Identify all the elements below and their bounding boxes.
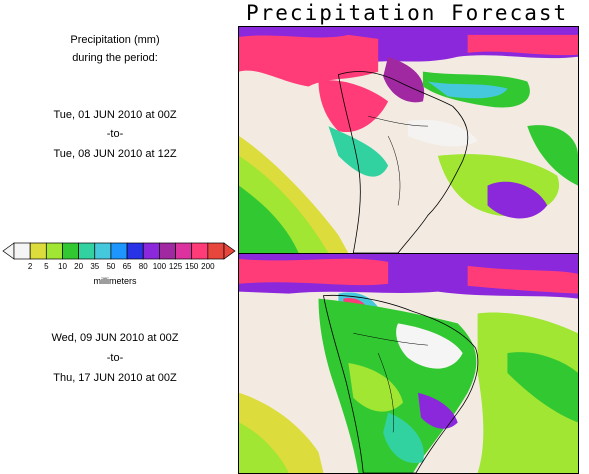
legend-swatch: [207, 242, 225, 260]
period-2-end: Thu, 17 JUN 2010 at 00Z: [53, 372, 177, 384]
period-2-separator: -to-: [106, 352, 124, 364]
legend-tick-label: 2: [27, 262, 33, 271]
legend-swatch: [94, 242, 112, 260]
map-period-1: [238, 26, 579, 254]
legend-swatch: [110, 242, 128, 260]
period-2-start: Wed, 09 JUN 2010 at 00Z: [51, 332, 179, 344]
period-1-separator: -to-: [106, 128, 124, 140]
period-1-start: Tue, 01 JUN 2010 at 00Z: [53, 109, 177, 121]
legend-swatch: [29, 242, 47, 260]
legend-swatch: [159, 242, 176, 260]
legend-swatch: [13, 242, 31, 260]
legend-swatch: [62, 242, 79, 260]
legend-tick-label: 5: [44, 262, 49, 271]
legend-tick-label: 150: [185, 262, 199, 271]
legend-swatch: [78, 242, 96, 260]
legend-arrow-high: [223, 242, 236, 260]
legend-swatch: [45, 242, 63, 260]
map-period-2: [238, 253, 579, 474]
legend-arrow-low: [2, 242, 15, 260]
legend-tick-label: 200: [201, 262, 215, 271]
legend-swatch: [175, 242, 193, 260]
legend-tick-label: 10: [58, 262, 67, 271]
legend-tick-label: 65: [122, 262, 132, 271]
legend-swatch: [126, 242, 144, 260]
period-1-end: Tue, 08 JUN 2010 at 12Z: [53, 148, 177, 160]
legend-tick-label: 80: [138, 262, 148, 271]
legend-swatch: [191, 242, 209, 260]
precipitation-legend: [2, 242, 236, 260]
legend-tick-label: 20: [74, 262, 84, 271]
legend-tick-label: 100: [152, 262, 167, 271]
legend-tick-label: 50: [106, 262, 116, 271]
legend-tick-label: 125: [168, 262, 183, 271]
legend-swatch: [142, 242, 160, 260]
page-title: Precipitation Forecast: [246, 1, 569, 25]
legend-tick-label: 35: [90, 262, 100, 271]
legend-units: millimeters: [93, 276, 137, 286]
heading-line-1: Precipitation (mm): [70, 34, 160, 46]
heading-line-2: during the period:: [72, 52, 158, 64]
